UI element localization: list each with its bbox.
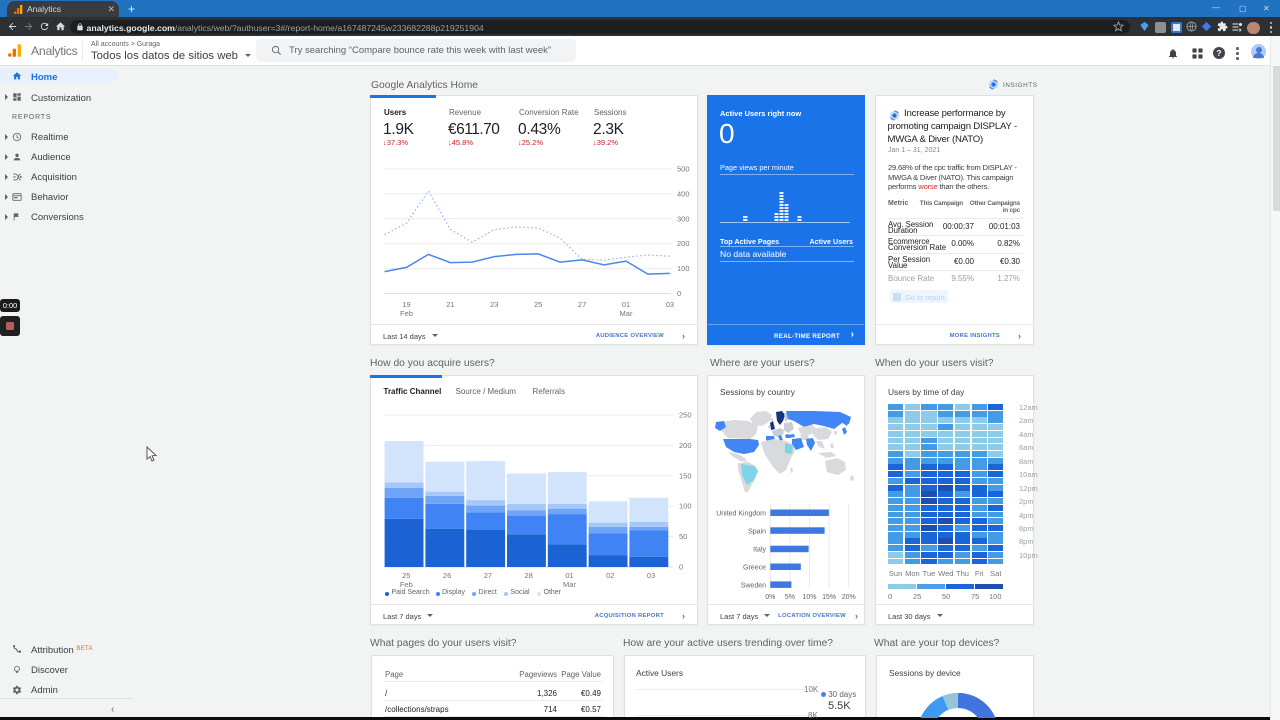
svg-text:01: 01	[565, 571, 573, 580]
svg-text:03: 03	[647, 571, 655, 580]
svg-text:Mar: Mar	[563, 580, 576, 589]
svg-text:28: 28	[525, 571, 533, 580]
svg-text:26: 26	[443, 571, 451, 580]
svg-text:500: 500	[677, 165, 690, 174]
svg-text:5%: 5%	[785, 594, 795, 601]
svg-text:27: 27	[578, 300, 586, 309]
svg-text:25: 25	[534, 300, 542, 309]
svg-text:400: 400	[677, 189, 690, 198]
svg-text:0: 0	[679, 563, 683, 572]
svg-text:50: 50	[679, 532, 687, 541]
svg-text:0: 0	[677, 289, 681, 298]
svg-text:Spain: Spain	[748, 528, 766, 535]
svg-text:15%: 15%	[822, 594, 836, 601]
svg-text:27: 27	[484, 571, 492, 580]
svg-text:20%: 20%	[842, 594, 856, 601]
svg-text:Italy: Italy	[753, 547, 766, 554]
svg-text:100: 100	[677, 264, 690, 273]
svg-text:10%: 10%	[802, 594, 816, 601]
svg-text:150: 150	[679, 471, 692, 480]
svg-text:02: 02	[606, 571, 614, 580]
svg-text:0%: 0%	[765, 594, 775, 601]
svg-text:Feb: Feb	[400, 580, 413, 589]
svg-text:21: 21	[446, 300, 454, 309]
svg-text:100: 100	[679, 502, 692, 511]
svg-text:Mar: Mar	[620, 309, 633, 318]
svg-text:03: 03	[666, 300, 674, 309]
svg-text:23: 23	[490, 300, 498, 309]
svg-text:01: 01	[622, 300, 630, 309]
svg-text:300: 300	[677, 214, 690, 223]
svg-text:250: 250	[679, 411, 692, 420]
svg-text:25: 25	[402, 571, 410, 580]
svg-text:19: 19	[402, 300, 410, 309]
svg-text:Greece: Greece	[743, 565, 766, 572]
svg-text:United Kingdom: United Kingdom	[716, 511, 766, 518]
svg-text:Feb: Feb	[400, 309, 413, 318]
svg-text:Sweden: Sweden	[741, 582, 766, 589]
svg-text:200: 200	[677, 239, 690, 248]
svg-text:200: 200	[679, 441, 692, 450]
